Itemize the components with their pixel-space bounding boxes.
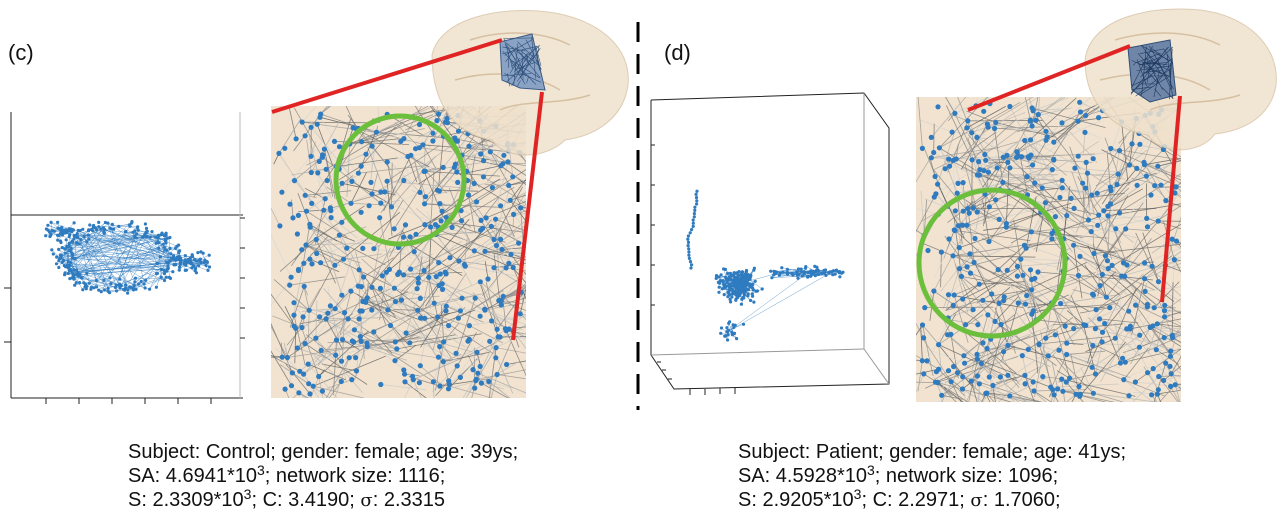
panel-d-network-size: ; network size: 1096; (874, 465, 1059, 487)
panel-c-sa-value: SA: 4.6941*10 (128, 465, 257, 487)
panel-c-brain-network (271, 106, 526, 398)
panel-d-sigma-symbol: σ (970, 490, 983, 511)
panel-c-caption-line3: S: 2.3309*103; C: 3.4190; σ: 2.3315 (128, 486, 518, 513)
panel-c-highlight-circle (333, 113, 467, 247)
panel-c-network-projection (44, 220, 212, 295)
panel-c-sigma-symbol: σ (360, 490, 373, 511)
panel-c-c-value: ; C: 3.4190; (251, 489, 361, 511)
panel-c-sa-exponent: 3 (257, 462, 265, 478)
panel-d-s-exponent: 3 (853, 486, 862, 502)
panel-d-brain-inset (1084, 8, 1277, 151)
panel-c-caption: Subject: Control; gender: female; age: 3… (128, 440, 518, 513)
panel-d-caption-line2: SA: 4.5928*103; network size: 1096; (738, 462, 1126, 488)
panel-d-network-projection (686, 189, 845, 342)
panel-d-sa-value: SA: 4.5928*10 (738, 465, 867, 487)
panel-c-s-exponent: 3 (243, 486, 252, 502)
panel-c-s-value: S: 2.3309*10 (128, 489, 244, 511)
panel-d-sigma-value: : 1.7060; (982, 489, 1061, 511)
panel-c-label: (c) (8, 40, 34, 65)
panel-d-c-value: ; C: 2.2971; (861, 489, 971, 511)
panel-d-projection-axes (650, 92, 890, 395)
panel-d-caption-line1: Subject: Patient; gender: female; age: 4… (738, 441, 1127, 463)
panel-d-caption: Subject: Patient; gender: female; age: 4… (738, 440, 1126, 513)
panel-c-caption-line2: SA: 4.6941*103; network size: 1116; (128, 462, 518, 488)
panel-c-zoom-lines (271, 38, 544, 341)
panel-c-projection-axes (4, 112, 245, 404)
panel-d-zoom-lines (967, 44, 1182, 303)
panel-d-s-value: S: 2.9205*10 (738, 489, 854, 511)
panel-d-highlight-circle (916, 187, 1068, 339)
panel-c-network-size: ; network size: 1116; (264, 465, 446, 487)
panel-d-sa-exponent: 3 (867, 462, 875, 478)
panel-c-caption-line1: Subject: Control; gender: female; age: 3… (128, 441, 519, 463)
panel-d-caption-line3: S: 2.9205*103; C: 2.2971; σ: 1.7060; (738, 486, 1126, 513)
panel-d-label: (d) (664, 40, 691, 65)
panel-c-sigma-value: : 2.3315 (372, 489, 446, 511)
